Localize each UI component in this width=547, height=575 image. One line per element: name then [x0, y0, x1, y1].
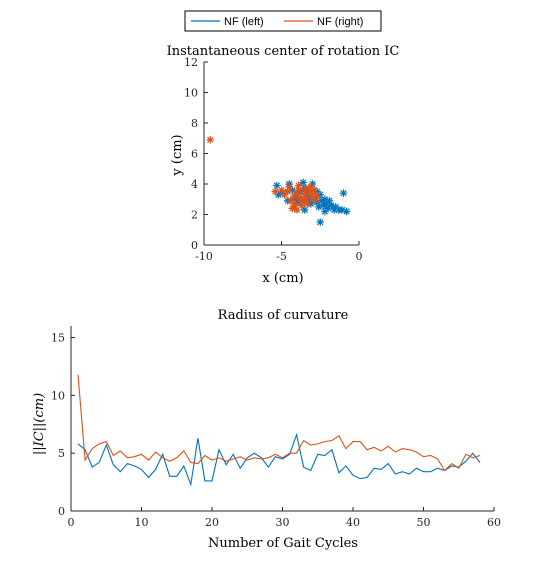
line-x-tick-label: 20	[205, 516, 219, 529]
scatter-ylabel: y (cm)	[170, 134, 185, 176]
scatter-point-left	[300, 206, 309, 214]
scatter-point-left	[342, 207, 351, 216]
line-xlabel: Number of Gait Cycles	[208, 536, 358, 551]
line-y-tick-label: 10	[51, 389, 65, 402]
scatter-point-right	[277, 186, 286, 194]
scatter-point-left	[273, 181, 281, 190]
scatter-point-right	[304, 200, 312, 208]
scatter-y-tick-label: 6	[191, 148, 198, 161]
line-x-tick-label: 0	[68, 516, 75, 529]
line-x-tick-label: 10	[135, 516, 149, 529]
line-x-tick-label: 40	[346, 516, 360, 529]
line-y-tick-label: 15	[51, 332, 65, 345]
scatter-y-tick-label: 12	[184, 56, 198, 69]
line-y-tick-label: 0	[58, 505, 65, 518]
scatter-axes: -10 -5 0 0 2 4 6 8 10 12	[184, 56, 363, 263]
line-y-tick-label: 5	[58, 447, 65, 460]
ic-scatter-plot: Instantaneous center of rotation IC -10-…	[167, 44, 400, 286]
scatter-y-tick-label: 0	[191, 239, 198, 252]
scatter-x-tick-label: -5	[276, 250, 287, 263]
legend-box	[184, 10, 382, 32]
scatter-y-tick-label: 2	[191, 209, 198, 222]
scatter-x-tick-label: 0	[356, 250, 363, 263]
scatter-point-left	[299, 178, 307, 187]
scatter-point-right	[313, 192, 321, 200]
line-x-tick-label: 30	[276, 516, 290, 529]
scatter-y-tick-label: 8	[191, 117, 198, 130]
legend-label-right: NF (right)	[317, 16, 363, 28]
scatter-point-right	[287, 196, 295, 205]
scatter-point-right	[294, 181, 303, 190]
scatter-title: Instantaneous center of rotation IC	[167, 44, 400, 59]
line-series	[77, 374, 481, 487]
scatter-point-right	[290, 203, 298, 211]
scatter-point-left	[316, 218, 325, 226]
scatter-point-right	[271, 187, 280, 196]
legend-label-left: NF (left)	[224, 16, 264, 28]
scatter-x-tick-label: -10	[195, 250, 213, 263]
scatter-point-right	[310, 186, 318, 194]
radius-line-plot: Radius of curvature 0 10 20 30 40 50 60051015 …	[32, 308, 501, 551]
line-x-tick-label: 60	[487, 516, 501, 529]
scatter-point-right	[293, 187, 301, 196]
scatter-point-left	[321, 207, 329, 216]
line-series-left	[77, 432, 481, 487]
scatter-point-right	[285, 183, 294, 191]
line-axes: 0 10 20 30 40 50 60 0 5 10 15	[51, 326, 501, 529]
legend: NF (left) NF (right)	[184, 10, 382, 32]
scatter-point-right	[206, 135, 214, 144]
line-ylabel: ||IC||(cm)	[32, 393, 47, 455]
scatter-points	[206, 135, 351, 226]
scatter-y-tick-label: 10	[184, 87, 198, 100]
scatter-point-left	[339, 189, 348, 197]
scatter-xlabel: x (cm)	[262, 271, 303, 286]
scatter-y-tick-label: 4	[191, 178, 198, 191]
line-series-right	[77, 374, 481, 472]
scatter-point-right	[311, 196, 320, 205]
line-title: Radius of curvature	[218, 308, 349, 323]
line-x-tick-label: 50	[417, 516, 431, 529]
